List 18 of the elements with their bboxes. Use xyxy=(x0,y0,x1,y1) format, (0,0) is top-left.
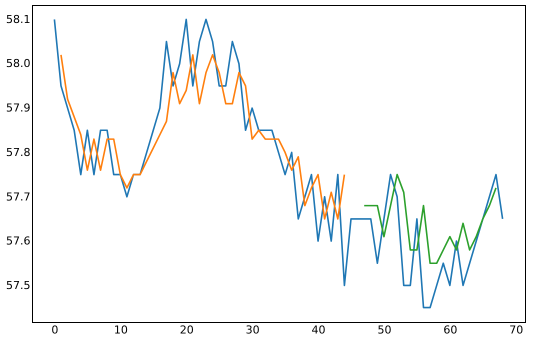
x-tick-label: 40 xyxy=(312,324,326,336)
x-tick-label: 0 xyxy=(51,324,58,336)
x-tick-label: 70 xyxy=(509,324,524,336)
y-tick-label: 58.0 xyxy=(6,57,30,70)
line-series xyxy=(54,18,504,308)
y-tick-label: 57.7 xyxy=(6,190,30,204)
y-tick-label: 57.5 xyxy=(6,278,30,292)
y-tick-label: 58.1 xyxy=(6,12,30,26)
x-tick-label: 60 xyxy=(443,324,458,336)
y-tick-label: 57.6 xyxy=(6,234,30,248)
x-tick-label: 30 xyxy=(246,324,260,336)
x-tick-label: 10 xyxy=(114,324,128,336)
x-tick-label: 50 xyxy=(377,324,392,336)
line-series xyxy=(60,54,346,220)
x-tick-label: 20 xyxy=(180,324,194,336)
y-tick-label: 57.8 xyxy=(6,146,30,159)
line-series xyxy=(363,174,497,264)
y-tick-label: 57.9 xyxy=(6,102,30,115)
